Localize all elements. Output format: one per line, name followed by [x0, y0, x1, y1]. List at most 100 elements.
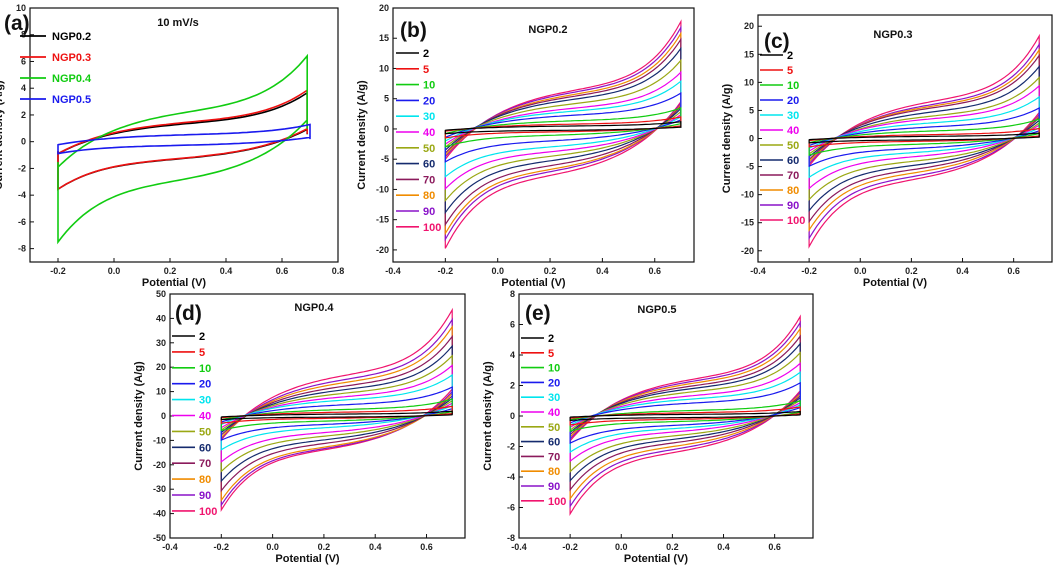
y-tick-label: -10 [741, 190, 754, 200]
y-tick-label: 5 [384, 94, 389, 104]
y-tick-label: 40 [156, 313, 166, 323]
legend-label: 90 [423, 206, 435, 218]
y-tick-label: -10 [376, 184, 389, 194]
x-tick-label: -0.2 [562, 542, 578, 552]
legend-label: 40 [548, 407, 560, 419]
panel-e: -0.4 -0.2 0.0 0.2 0.4 0.6 -8 -6 -4 -2 0 2 4 6 8 Potenti… [482, 289, 814, 565]
y-tick-label: -4 [18, 190, 26, 200]
legend-label: 20 [199, 379, 211, 391]
y-tick-label: 6 [21, 56, 26, 66]
y-tick-label: 0 [161, 411, 166, 421]
y-tick-label: 2 [21, 110, 26, 120]
legend-label: 90 [548, 481, 560, 493]
panel-title: NGP0.5 [637, 304, 676, 316]
panel-title: NGP0.3 [873, 29, 912, 41]
x-tick-label: 0.8 [332, 266, 345, 276]
x-tick-label: 0.4 [717, 542, 730, 552]
y-tick-label: 30 [156, 338, 166, 348]
y-tick-label: 4 [21, 83, 26, 93]
legend-label: 50 [423, 143, 435, 155]
x-tick-label: 0.0 [854, 266, 867, 276]
cv-curve-2-mv-s [220, 410, 453, 421]
panel-title: NGP0.4 [294, 302, 334, 314]
y-tick-label: 0 [384, 124, 389, 134]
cv-curve-2-mv-s [569, 410, 801, 422]
legend-label: 5 [423, 64, 429, 76]
x-axis-title: Potential (V) [863, 277, 928, 289]
panel-letter: (b) [400, 19, 427, 42]
x-tick-label: 0.6 [276, 266, 289, 276]
legend-label: 10 [199, 363, 211, 375]
y-tick-label: 6 [510, 320, 515, 330]
legend-label: 40 [199, 411, 211, 423]
x-axis-title: Potential (V) [275, 553, 340, 565]
legend-label: 100 [787, 215, 805, 227]
y-tick-label: 10 [379, 63, 389, 73]
x-tick-label: 0.0 [491, 266, 504, 276]
y-tick-label: 15 [379, 33, 389, 43]
y-tick-label: -4 [507, 472, 515, 482]
cv-curve-ngp05 [57, 123, 311, 155]
x-tick-label: -0.2 [214, 542, 230, 552]
legend-label: 2 [199, 331, 205, 343]
legend-label: 100 [423, 222, 441, 234]
x-tick-label: -0.4 [511, 542, 527, 552]
legend-label: 50 [548, 422, 560, 434]
panel-a: -0.2 0.0 0.2 0.4 0.6 0.8 -8 -6 -4 -2 0 2 4 6 8 10 Potent… [0, 3, 344, 289]
legend-label: 40 [423, 127, 435, 139]
y-axis-title: Current density (A/g) [0, 80, 5, 190]
x-tick-label: 0.4 [369, 542, 382, 552]
x-tick-label: 0.0 [108, 266, 121, 276]
x-tick-label: 0.4 [956, 266, 969, 276]
x-tick-label: 0.0 [266, 542, 279, 552]
y-tick-label: 0 [510, 411, 515, 421]
legend-label: 80 [548, 466, 560, 478]
legend-label: 5 [199, 347, 205, 359]
y-tick-label: 0 [21, 137, 26, 147]
legend-label: 80 [423, 190, 435, 202]
legend-label: 60 [548, 437, 560, 449]
legend-label: 100 [199, 506, 217, 518]
panel-letter: (a) [4, 12, 30, 35]
x-tick-label: 0.6 [420, 542, 433, 552]
y-axis-title: Current density (A/g) [356, 80, 368, 190]
y-axis-title: Current density (A/g) [721, 83, 733, 193]
legend-label: NGP0.2 [52, 31, 91, 43]
x-tick-label: 0.2 [905, 266, 918, 276]
x-tick-label: 0.6 [648, 266, 661, 276]
x-tick-label: -0.2 [438, 266, 454, 276]
y-tick-label: 0 [749, 134, 754, 144]
y-tick-label: -20 [153, 460, 166, 470]
y-tick-label: 20 [744, 21, 754, 31]
panel-c: -0.4 -0.2 0.0 0.2 0.4 0.6 -20 -15 -10 -5 0 5 10 15 20 P… [721, 14, 1053, 289]
legend-label: 20 [548, 377, 560, 389]
y-tick-label: -8 [18, 244, 26, 254]
plot-frame [392, 7, 695, 263]
panel-letter: (c) [764, 30, 790, 53]
legend-label: NGP0.3 [52, 52, 91, 64]
x-tick-label: 0.2 [666, 542, 679, 552]
legend-label: 80 [199, 474, 211, 486]
legend-label: 90 [787, 200, 799, 212]
legend-label: 60 [423, 159, 435, 171]
legend-label: 80 [787, 185, 799, 197]
x-tick-label: 0.0 [615, 542, 628, 552]
legend-label: 30 [548, 392, 560, 404]
legend-label: 10 [787, 80, 799, 92]
y-tick-label: -5 [381, 154, 389, 164]
y-tick-label: -2 [18, 163, 26, 173]
legend-label: 5 [787, 65, 793, 77]
x-axis-title: Potential (V) [501, 277, 566, 289]
x-tick-label: 0.2 [318, 542, 331, 552]
legend-label: 20 [787, 95, 799, 107]
panel-b: -0.4 -0.2 0.0 0.2 0.4 0.6 -20 -15 -10 -5 0 5 10 15 20 P… [356, 3, 695, 289]
y-tick-label: 20 [379, 3, 389, 13]
x-tick-label: 0.6 [1007, 266, 1020, 276]
legend-label: 30 [423, 111, 435, 123]
y-tick-label: 8 [21, 30, 26, 40]
legend-label: 30 [199, 395, 211, 407]
legend-label: 70 [787, 170, 799, 182]
y-axis-title: Current density (A/g) [133, 361, 145, 471]
y-tick-label: -10 [153, 435, 166, 445]
